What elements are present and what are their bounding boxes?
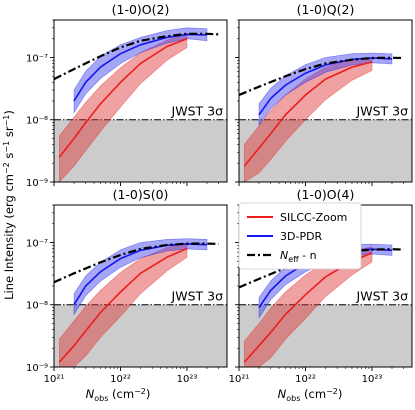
legend-label-n-eff: Neff - n — [280, 249, 317, 264]
line-silcc-zoom — [58, 247, 188, 363]
band-silcc-zoom — [59, 33, 188, 182]
x-axis-label-right: Nobs (cm−2) — [278, 387, 343, 403]
line-3d-pdr — [73, 33, 208, 102]
panel-1: (1-0)O(2) JWST 3σ 10⁻⁹ 10⁻⁸ 10⁻⁷ — [26, 2, 228, 189]
below-threshold-region — [54, 304, 227, 367]
plot-area — [239, 52, 412, 182]
y-tick-label: 10⁻⁷ — [26, 238, 48, 249]
legend-label-silcc-zoom: SILCC-Zoom — [280, 211, 347, 224]
y-tick-label: 10⁻⁹ — [26, 178, 48, 189]
x-tick-label: 10²¹ — [229, 374, 250, 385]
legend-frame — [238, 202, 362, 270]
below-threshold-region — [239, 119, 412, 182]
line-n-eff — [239, 56, 404, 97]
threshold-label: JWST 3σ — [171, 104, 224, 119]
line-n-eff — [54, 32, 219, 81]
panel-3: (1-0)S(0) JWST 3σ 10⁻⁹ 10⁻⁸ 10⁻⁷ 10²¹ 10²² 10²³ — [26, 187, 228, 385]
x-tick-label: 10²² — [295, 374, 316, 385]
threshold-label: JWST 3σ — [356, 289, 409, 304]
panel-4: (1-0)O(4) JWST 3σ 10²¹ 10²² 10²³ — [229, 187, 413, 385]
band-silcc-zoom — [59, 242, 188, 367]
plot-area — [54, 238, 227, 367]
y-tick-label: 10⁻⁷ — [26, 53, 48, 64]
band-silcc-zoom — [244, 246, 373, 367]
threshold-label: JWST 3σ — [356, 104, 409, 119]
y-tick-label: 10⁻⁹ — [26, 363, 48, 374]
line-silcc-zoom — [243, 61, 373, 167]
band-3d-pdr — [258, 52, 393, 127]
band-3d-pdr — [73, 238, 208, 316]
panel-title: (1-0)O(2) — [112, 2, 170, 17]
y-tick-label: 10⁻⁸ — [26, 301, 48, 312]
threshold-label: JWST 3σ — [171, 289, 224, 304]
y-tick-label: 10⁻⁸ — [26, 116, 48, 127]
panel-title: (1-0)Q(2) — [297, 2, 355, 17]
panel-title: (1-0)O(4) — [297, 187, 355, 202]
panel-2: (1-0)Q(2) JWST 3σ — [235, 2, 413, 186]
x-tick-label: 10²³ — [362, 374, 383, 385]
plot-area — [239, 243, 412, 367]
line-silcc-zoom — [58, 37, 188, 158]
y-axis-label: Line Intensity (erg cm−2 s−1 sr−1) — [2, 110, 16, 300]
x-tick-label: 10²² — [110, 374, 131, 385]
legend-label-3d-pdr: 3D-PDR — [280, 230, 323, 243]
legend: SILCC-Zoom 3D-PDR Neff - n — [238, 202, 362, 270]
plot-area — [54, 27, 227, 182]
line-3d-pdr — [73, 243, 208, 306]
panel-title: (1-0)S(0) — [113, 187, 169, 202]
x-tick-label: 10²¹ — [44, 374, 65, 385]
line-n-eff — [54, 242, 219, 284]
panels: (1-0)O(2) JWST 3σ 10⁻⁹ 10⁻⁸ 10⁻⁷ (1-0)Q(2) JWS… — [26, 2, 413, 385]
below-threshold-region — [54, 119, 227, 182]
x-axis-label-left: Nobs (cm−2) — [86, 387, 151, 403]
x-tick-label: 10²³ — [177, 374, 198, 385]
band-silcc-zoom — [244, 57, 373, 182]
